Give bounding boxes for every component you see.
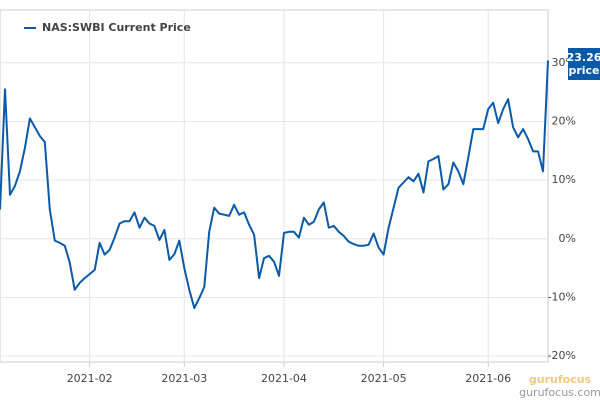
legend-label: NAS:SWBI Current Price	[42, 21, 191, 34]
y-tick-label: -10%	[548, 290, 576, 303]
price-tag	[568, 48, 600, 80]
x-tick-label: 2021-02	[67, 372, 113, 385]
x-tick-label: 2021-06	[465, 372, 511, 385]
watermark: gurufocus	[529, 373, 592, 386]
y-tick-label: 20%	[552, 114, 576, 127]
y-tick-label: 0%	[559, 232, 576, 245]
watermark-url: gurufocus.com	[519, 386, 600, 399]
price-tag-label: price	[568, 64, 599, 77]
y-tick-label: 10%	[552, 173, 576, 186]
price-tag-value: 23.26	[567, 51, 600, 64]
y-tick-label: -20%	[548, 349, 576, 362]
plot-frame	[0, 9, 549, 363]
x-tick-label: 2021-04	[261, 372, 307, 385]
price-line	[0, 60, 549, 309]
x-tick-label: 2021-05	[361, 372, 407, 385]
x-tick-label: 2021-03	[161, 372, 207, 385]
